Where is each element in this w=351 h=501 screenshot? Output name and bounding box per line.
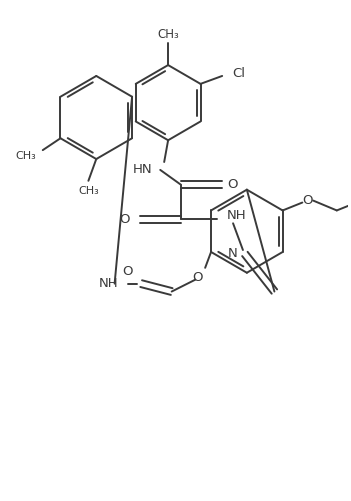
Text: HN: HN <box>133 163 152 176</box>
Text: CH₃: CH₃ <box>78 186 99 196</box>
Text: Cl: Cl <box>232 68 245 81</box>
Text: O: O <box>302 194 312 207</box>
Text: O: O <box>122 265 133 278</box>
Text: O: O <box>192 271 203 284</box>
Text: O: O <box>227 178 237 191</box>
Text: CH₃: CH₃ <box>15 151 36 161</box>
Text: O: O <box>119 213 130 226</box>
Text: NH: NH <box>99 277 119 290</box>
Text: NH: NH <box>227 209 247 222</box>
Text: CH₃: CH₃ <box>157 28 179 41</box>
Text: N: N <box>227 247 237 261</box>
